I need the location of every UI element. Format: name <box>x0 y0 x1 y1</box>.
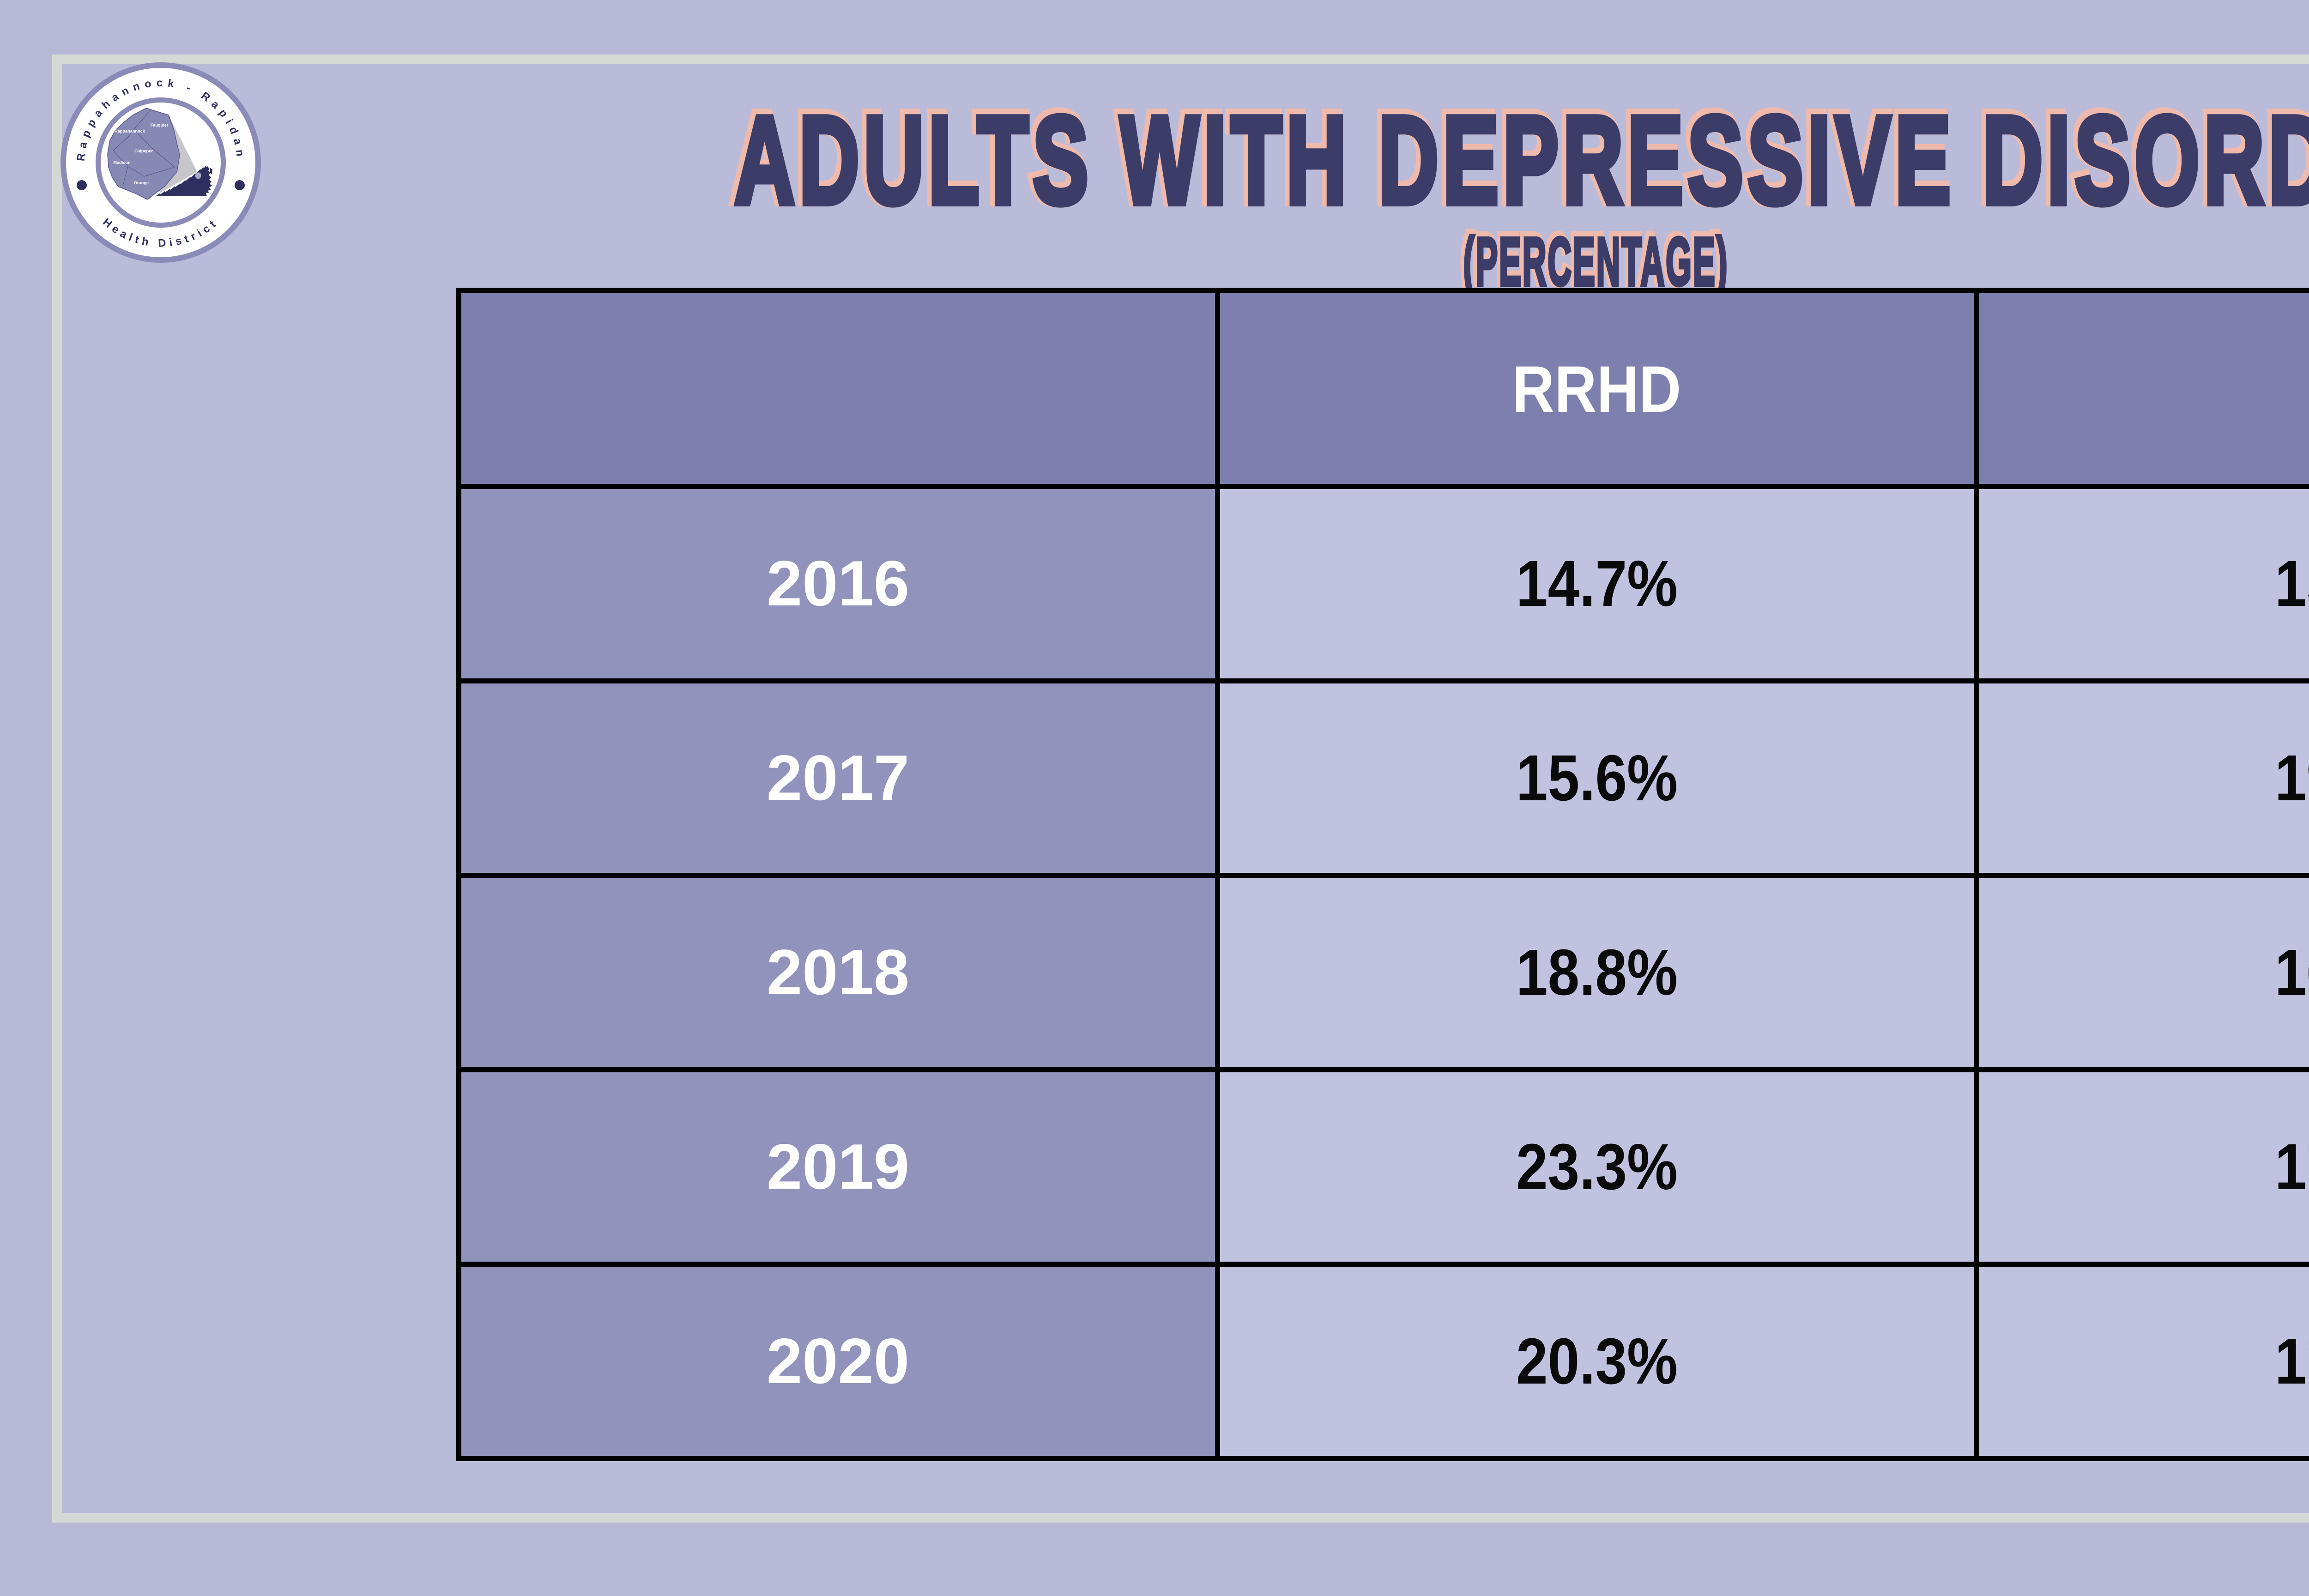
svg-text:Culpeper: Culpeper <box>134 149 153 153</box>
svg-text:Madison: Madison <box>113 160 131 165</box>
svg-text:Rappahannock: Rappahannock <box>115 129 145 133</box>
svg-text:Fauquier: Fauquier <box>151 123 169 127</box>
svg-text:Orange: Orange <box>134 181 149 185</box>
